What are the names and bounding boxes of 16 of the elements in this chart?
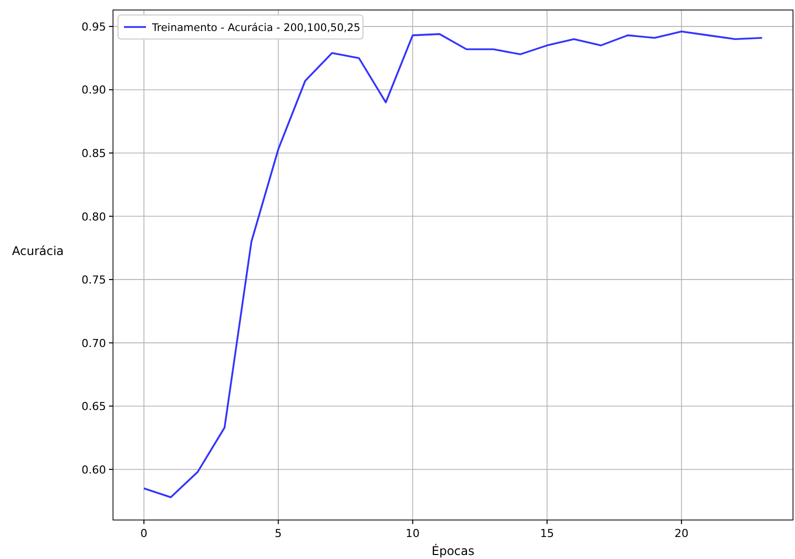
y-tick-label: 0.75	[82, 274, 106, 287]
x-tick-label: 10	[406, 527, 420, 540]
x-axis-title: Épocas	[432, 543, 474, 558]
y-axis-title: Acurácia	[12, 244, 64, 258]
y-tick-label: 0.60	[82, 463, 106, 476]
x-tick-label: 20	[674, 527, 688, 540]
y-tick-label: 0.65	[82, 400, 106, 414]
y-tick-label: 0.80	[82, 210, 106, 224]
y-tick-label: 0.70	[82, 336, 106, 350]
x-tick-label: 5	[274, 527, 282, 540]
y-tick-label: 0.90	[82, 84, 106, 97]
x-tick-label: 0	[140, 527, 148, 540]
legend-label: Treinamento - Acurácia - 200,100,50,25	[151, 22, 360, 34]
x-tick-label: 15	[540, 527, 554, 540]
y-tick-label: 0.95	[82, 20, 106, 34]
y-tick-label: 0.85	[82, 147, 106, 160]
